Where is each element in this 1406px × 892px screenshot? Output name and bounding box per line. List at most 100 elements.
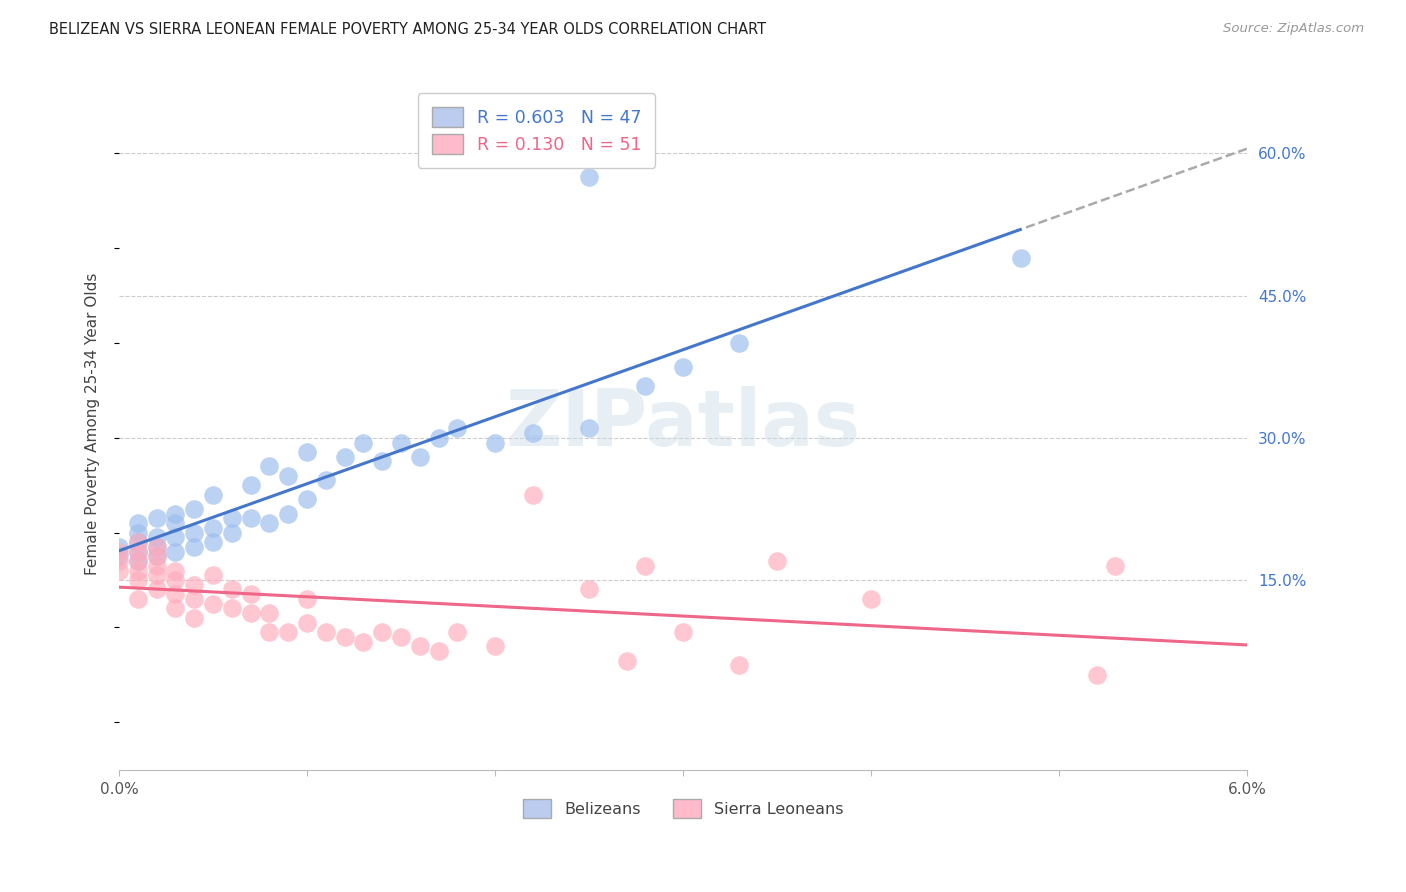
Y-axis label: Female Poverty Among 25-34 Year Olds: Female Poverty Among 25-34 Year Olds	[86, 272, 100, 574]
Point	[352, 634, 374, 648]
Point	[672, 359, 695, 374]
Point	[202, 597, 225, 611]
Point	[221, 582, 243, 597]
Point	[672, 625, 695, 640]
Point	[145, 549, 167, 564]
Point	[860, 591, 883, 606]
Point	[165, 573, 187, 587]
Point	[108, 549, 131, 564]
Point	[183, 591, 205, 606]
Point	[165, 530, 187, 544]
Point	[371, 454, 394, 468]
Point	[522, 425, 544, 440]
Text: ZIPatlas: ZIPatlas	[506, 385, 860, 461]
Point	[333, 450, 356, 464]
Point	[127, 564, 149, 578]
Point	[145, 530, 167, 544]
Point	[145, 540, 167, 554]
Point	[277, 625, 299, 640]
Point	[145, 511, 167, 525]
Point	[295, 591, 318, 606]
Point	[239, 606, 262, 620]
Point	[295, 615, 318, 630]
Point	[1010, 251, 1032, 265]
Point	[183, 540, 205, 554]
Point	[578, 169, 600, 184]
Point	[259, 516, 281, 530]
Point	[202, 521, 225, 535]
Point	[183, 611, 205, 625]
Point	[427, 431, 450, 445]
Point	[165, 564, 187, 578]
Point	[145, 568, 167, 582]
Point	[221, 511, 243, 525]
Point	[145, 558, 167, 573]
Point	[634, 558, 657, 573]
Point	[389, 435, 412, 450]
Point	[239, 478, 262, 492]
Point	[202, 568, 225, 582]
Point	[108, 540, 131, 554]
Point	[165, 587, 187, 601]
Point	[277, 468, 299, 483]
Point	[145, 549, 167, 564]
Text: Source: ZipAtlas.com: Source: ZipAtlas.com	[1223, 22, 1364, 36]
Point	[127, 573, 149, 587]
Text: BELIZEAN VS SIERRA LEONEAN FEMALE POVERTY AMONG 25-34 YEAR OLDS CORRELATION CHAR: BELIZEAN VS SIERRA LEONEAN FEMALE POVERT…	[49, 22, 766, 37]
Point	[634, 378, 657, 392]
Point	[728, 335, 751, 350]
Point	[202, 488, 225, 502]
Point	[259, 459, 281, 474]
Point	[427, 644, 450, 658]
Point	[239, 587, 262, 601]
Point	[127, 544, 149, 558]
Point	[183, 525, 205, 540]
Point	[1104, 558, 1126, 573]
Point	[183, 502, 205, 516]
Point	[578, 582, 600, 597]
Point	[389, 630, 412, 644]
Point	[127, 591, 149, 606]
Point	[728, 658, 751, 673]
Point	[108, 544, 131, 558]
Legend: Belizeans, Sierra Leoneans: Belizeans, Sierra Leoneans	[516, 793, 851, 824]
Point	[409, 640, 432, 654]
Point	[616, 654, 638, 668]
Point	[295, 492, 318, 507]
Point	[145, 582, 167, 597]
Point	[127, 525, 149, 540]
Point	[1085, 668, 1108, 682]
Point	[108, 554, 131, 568]
Point	[127, 535, 149, 549]
Point	[165, 544, 187, 558]
Point	[165, 516, 187, 530]
Point	[127, 554, 149, 568]
Point	[446, 625, 468, 640]
Point	[295, 445, 318, 459]
Point	[183, 578, 205, 592]
Point	[766, 554, 789, 568]
Point	[446, 421, 468, 435]
Point	[239, 511, 262, 525]
Point	[127, 544, 149, 558]
Point	[259, 606, 281, 620]
Point	[221, 601, 243, 615]
Point	[127, 535, 149, 549]
Point	[277, 507, 299, 521]
Point	[145, 540, 167, 554]
Point	[484, 640, 506, 654]
Point	[409, 450, 432, 464]
Point	[221, 525, 243, 540]
Point	[484, 435, 506, 450]
Point	[522, 488, 544, 502]
Point	[578, 421, 600, 435]
Point	[127, 516, 149, 530]
Point	[315, 625, 337, 640]
Point	[352, 435, 374, 450]
Point	[108, 564, 131, 578]
Point	[127, 554, 149, 568]
Point	[165, 507, 187, 521]
Point	[333, 630, 356, 644]
Point	[371, 625, 394, 640]
Point	[202, 535, 225, 549]
